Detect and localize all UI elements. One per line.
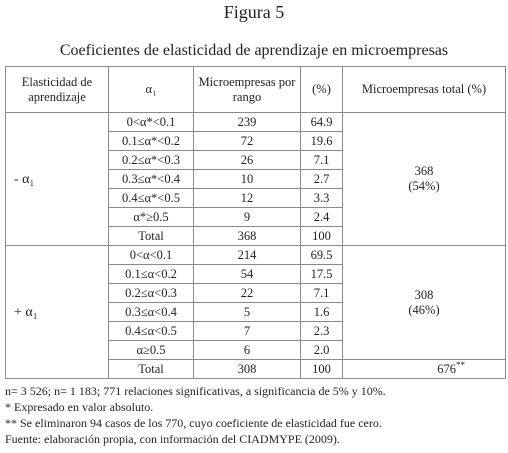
value-cell: 12 [193,188,301,208]
table-row: 0.2≤α<0.3 22 7.1 [6,283,506,303]
column-header: Microempresas total (%) [342,66,506,113]
range-cell: 0.3≤α<0.4 [108,302,194,322]
column-header: Microempresas por rango [193,66,301,113]
value-cell: 2.7 [300,169,343,189]
value-cell: 72 [193,131,301,151]
group-label: + α₁ [5,245,109,379]
footnote: ** Se eliminaron 94 casos de los 770, cu… [5,416,382,430]
group-total-line: (54%) [408,179,440,193]
table-row: + α₁ 0<α<0.1 214 69.5 308 (46%) [5,245,506,379]
range-cell: 0.2≤α<0.3 [108,283,194,303]
value-cell: 7 [193,321,301,341]
value-cell: 9 [193,207,301,227]
grand-total-note: ** [456,359,465,370]
group-label: - α₁ [5,112,109,246]
table-row: α≥0.5 6 2.0 [6,340,506,360]
column-header: Elasticidad de aprendizaje [5,66,109,113]
value-cell: 239 [193,112,301,132]
range-cell: 0<α*<0.1 [108,112,194,132]
range-cell: 0.3≤α*<0.4 [108,169,194,189]
value-cell: 19.6 [300,131,343,151]
table: Elasticidad de aprendizaje α₁ Microempresa… [5,66,506,379]
footnote: * Expresado en valor absoluto. [5,400,154,414]
range-cell: α*≥0.5 [108,207,194,227]
table-row: - α₁ 0<α*<0.1 239 64.9 368 (54%) [5,112,506,246]
footnotes: n= 3 526; n= 1 183; 771 relaciones signi… [5,383,505,447]
table-row: 0.4≤α*<0.5 12 3.3 [6,188,506,208]
figure-title: Figura 5 [223,2,285,22]
value-cell: 6 [193,340,301,360]
figure-subtitle: Coeficientes de elasticidad de aprendiza… [59,42,449,59]
value-cell: 2.3 [300,321,343,341]
value-cell: 64.9 [300,112,343,132]
value-cell: 100 [300,226,343,246]
group-total: 308 (46%) [342,245,506,360]
range-cell: 0.2≤α*<0.3 [108,150,194,170]
group-total: 368 (54%) [342,112,506,246]
range-cell: 0.4≤α<0.5 [108,321,194,341]
table-row: α*≥0.5 9 2.4 [6,207,506,227]
value-cell: 10 [193,169,301,189]
value-cell: 214 [193,245,301,265]
grand-total-value: 676 [437,361,456,376]
group-total-line: 368 [414,164,434,178]
table-row: 0.2≤α*<0.3 26 7.1 [6,150,506,170]
grand-total: 676** [342,359,506,379]
range-cell: Total [108,226,194,246]
table-row: Total 308 100 676** [6,359,506,379]
value-cell: 17.5 [300,264,343,284]
value-cell: 308 [193,359,301,379]
group-total-line: (46%) [408,302,440,317]
range-cell: 0.4≤α*<0.5 [108,188,194,208]
range-cell: Total [108,359,194,379]
value-cell: 69.5 [300,245,343,265]
table-row: 0.4≤α<0.5 7 2.3 [6,321,506,341]
value-cell: 2.0 [300,340,343,360]
range-cell: 0<α<0.1 [108,245,194,265]
value-cell: 7.1 [300,283,343,303]
value-cell: 26 [193,150,301,170]
value-cell: 3.3 [300,188,343,208]
table-row: Total 368 100 [6,226,506,246]
value-cell: 22 [193,283,301,303]
value-cell: 54 [193,264,301,284]
value-cell: 368 [193,226,301,246]
range-cell: 0.1≤α<0.2 [108,264,194,284]
value-cell: 5 [193,302,301,322]
range-cell: 0.1≤α*<0.2 [108,131,194,151]
range-cell: α≥0.5 [108,340,194,360]
header-row: Elasticidad de aprendizaje α₁ Microempresa… [5,66,506,113]
footnote: Fuente: elaboración propia, con informac… [5,432,340,446]
value-cell: 1.6 [300,302,343,322]
value-cell: 2.4 [300,207,343,227]
value-cell: 7.1 [300,150,343,170]
column-header: α₁ [108,66,194,113]
footnote: n= 3 526; n= 1 183; 771 relaciones signi… [5,384,386,398]
value-cell: 100 [300,359,343,379]
group-total-line: 308 [414,287,434,302]
column-header: (%) [300,66,343,113]
